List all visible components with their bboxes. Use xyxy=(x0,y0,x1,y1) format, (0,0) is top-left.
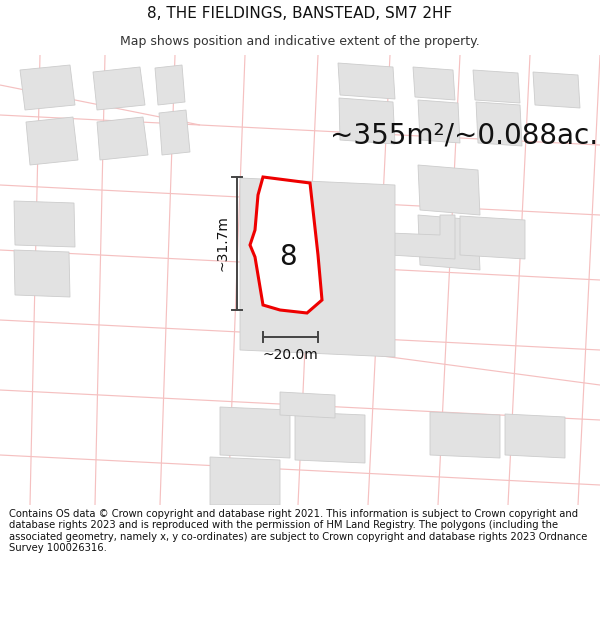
Polygon shape xyxy=(295,412,365,463)
Polygon shape xyxy=(250,177,322,313)
Polygon shape xyxy=(418,165,480,215)
Polygon shape xyxy=(413,67,455,100)
Polygon shape xyxy=(473,70,520,103)
Polygon shape xyxy=(14,250,70,297)
Polygon shape xyxy=(338,63,395,99)
Text: ~20.0m: ~20.0m xyxy=(263,348,319,362)
Text: ~355m²/~0.088ac.: ~355m²/~0.088ac. xyxy=(330,121,598,149)
Polygon shape xyxy=(339,98,395,144)
Polygon shape xyxy=(159,110,190,155)
Polygon shape xyxy=(240,178,395,357)
Polygon shape xyxy=(476,102,522,146)
Polygon shape xyxy=(97,117,148,160)
Polygon shape xyxy=(533,72,580,108)
Text: 8, THE FIELDINGS, BANSTEAD, SM7 2HF: 8, THE FIELDINGS, BANSTEAD, SM7 2HF xyxy=(148,6,452,21)
Polygon shape xyxy=(155,65,185,105)
Text: 8: 8 xyxy=(279,243,297,271)
Polygon shape xyxy=(460,216,525,259)
Text: Map shows position and indicative extent of the property.: Map shows position and indicative extent… xyxy=(120,35,480,48)
Polygon shape xyxy=(280,392,335,418)
Text: Contains OS data © Crown copyright and database right 2021. This information is : Contains OS data © Crown copyright and d… xyxy=(9,509,587,553)
Polygon shape xyxy=(14,201,75,247)
Text: ~31.7m: ~31.7m xyxy=(216,216,230,271)
Polygon shape xyxy=(418,215,480,270)
Polygon shape xyxy=(20,65,75,110)
Polygon shape xyxy=(26,117,78,165)
Polygon shape xyxy=(210,457,280,505)
Polygon shape xyxy=(390,215,455,259)
Polygon shape xyxy=(430,412,500,458)
Polygon shape xyxy=(93,67,145,110)
Polygon shape xyxy=(505,414,565,458)
Polygon shape xyxy=(220,407,290,458)
Polygon shape xyxy=(418,100,460,143)
